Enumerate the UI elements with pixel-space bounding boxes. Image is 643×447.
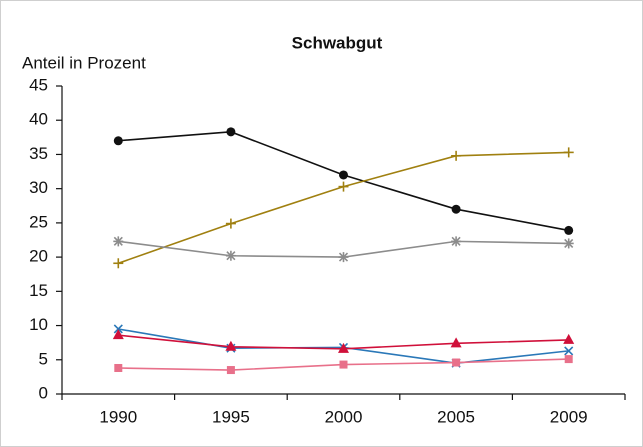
y-tick-label: 40 bbox=[29, 110, 48, 129]
point bbox=[564, 346, 574, 356]
point bbox=[338, 342, 349, 353]
point bbox=[225, 250, 236, 261]
y-tick-label: 20 bbox=[29, 247, 48, 266]
y-axis-label: Anteil in Prozent bbox=[22, 53, 146, 72]
x-tick-label: 1990 bbox=[99, 407, 137, 426]
point bbox=[225, 340, 237, 351]
point bbox=[450, 337, 462, 348]
x-tick-label: 2000 bbox=[325, 407, 363, 426]
marker bbox=[225, 340, 237, 351]
point bbox=[563, 333, 575, 344]
marker bbox=[563, 333, 575, 344]
point bbox=[113, 324, 123, 334]
point bbox=[225, 218, 236, 229]
marker bbox=[113, 324, 123, 334]
point bbox=[339, 360, 348, 369]
point bbox=[563, 147, 574, 158]
marker bbox=[338, 252, 349, 262]
marker bbox=[451, 204, 461, 214]
marker bbox=[451, 236, 461, 246]
point bbox=[338, 252, 349, 263]
marker bbox=[226, 251, 236, 261]
point bbox=[112, 329, 124, 340]
chart-title: Schwabgut bbox=[292, 33, 383, 52]
marker bbox=[450, 337, 462, 348]
y-tick-label: 5 bbox=[39, 349, 48, 368]
marker bbox=[564, 238, 574, 248]
y-tick-label: 35 bbox=[29, 144, 48, 163]
y-tick-label: 15 bbox=[29, 281, 48, 300]
point bbox=[226, 127, 236, 137]
point bbox=[113, 258, 124, 269]
marker bbox=[339, 360, 348, 369]
x-tick-label: 1995 bbox=[212, 407, 250, 426]
marker bbox=[339, 170, 348, 180]
y-tick-label: 25 bbox=[29, 212, 48, 231]
point bbox=[338, 181, 349, 192]
marker bbox=[564, 225, 574, 235]
marker bbox=[113, 236, 123, 246]
y-tick-label: 45 bbox=[29, 75, 48, 94]
point bbox=[451, 236, 462, 247]
marker bbox=[564, 355, 573, 364]
point bbox=[114, 363, 123, 372]
x-tick-label: 2009 bbox=[550, 407, 588, 426]
marker bbox=[564, 346, 574, 356]
marker bbox=[226, 366, 235, 375]
marker bbox=[338, 342, 349, 353]
point bbox=[564, 355, 573, 364]
point bbox=[452, 358, 461, 367]
point bbox=[339, 170, 348, 180]
point bbox=[113, 136, 123, 146]
y-tick-label: 30 bbox=[29, 178, 48, 197]
point bbox=[563, 238, 574, 249]
marker bbox=[112, 329, 124, 340]
x-tick-label: 2005 bbox=[437, 407, 475, 426]
marker bbox=[452, 358, 461, 367]
point bbox=[564, 225, 574, 235]
point bbox=[113, 236, 124, 247]
y-tick-label: 10 bbox=[29, 315, 48, 334]
point bbox=[451, 204, 461, 214]
marker bbox=[113, 136, 123, 146]
point bbox=[451, 150, 462, 161]
marker bbox=[226, 127, 236, 137]
y-tick-label: 0 bbox=[39, 383, 48, 402]
point bbox=[226, 366, 235, 375]
marker bbox=[114, 363, 123, 372]
